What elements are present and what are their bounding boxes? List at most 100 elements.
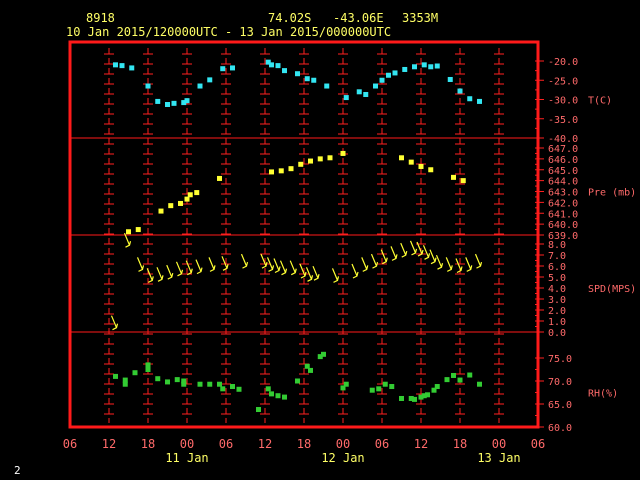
time-gridlines <box>104 48 504 423</box>
date-label: 13 Jan <box>477 451 520 465</box>
humidity-point <box>122 381 128 387</box>
pressure-point <box>308 158 313 164</box>
humidity-point <box>181 378 187 384</box>
pressure-axis-label: Pre (mb) <box>588 188 636 199</box>
wind-arrow <box>422 245 431 260</box>
temperature-ytick-label: -30.0 <box>548 96 578 107</box>
pressure-point <box>288 166 294 172</box>
humidity-point <box>399 395 404 401</box>
temperature-point <box>295 71 300 77</box>
wind-arrow <box>208 257 216 272</box>
wind-arrow <box>156 267 164 282</box>
wind-arrow <box>390 246 398 261</box>
pressure-point <box>278 168 284 174</box>
temperature-panel: -20.0 -25.0 -30.0 -35.0 -40.0 T(C) <box>113 57 612 145</box>
wind-arrow <box>273 258 281 274</box>
temperature-point <box>129 65 135 71</box>
humidity-point <box>217 381 222 387</box>
pressure-ytick-label: 646.0 <box>548 155 578 166</box>
temperature-point <box>220 66 226 72</box>
humidity-axis-label: RH(%) <box>588 389 618 400</box>
pressure-point <box>399 155 404 161</box>
temperature-point <box>165 102 170 108</box>
pressure-ytick-label: 639.0 <box>548 231 578 242</box>
x-tick-label: 06 <box>219 437 233 451</box>
x-tick-label: 18 <box>141 437 155 451</box>
x-tick-label: 06 <box>375 437 389 451</box>
wind-arrow <box>409 240 418 256</box>
wind-arrow <box>331 268 340 283</box>
pressure-point <box>451 174 456 180</box>
humidity-point <box>308 367 313 373</box>
pressure-ytick-label: 644.0 <box>548 177 578 188</box>
humidity-point <box>269 391 274 397</box>
temperature-point <box>447 76 453 82</box>
temperature-point <box>119 63 125 69</box>
temperature-point <box>145 83 151 89</box>
wind-arrow <box>185 260 193 276</box>
temperature-point <box>477 98 482 104</box>
humidity-point <box>165 379 170 385</box>
temperature-point <box>324 83 330 89</box>
temperature-point <box>343 95 349 101</box>
temperature-point <box>467 96 473 102</box>
temperature-point <box>402 66 408 72</box>
wind-arrow <box>123 232 132 248</box>
humidity-point <box>145 362 151 368</box>
humidity-ytick-label: 60.0 <box>548 423 572 434</box>
temperature-ytick-label: -40.0 <box>548 134 578 145</box>
temperature-ytick-label: -20.0 <box>548 57 578 68</box>
humidity-panel: 75.0 70.0 65.0 60.0 RH(%) <box>113 351 618 434</box>
station-id: 8918 <box>86 11 115 25</box>
temperature-point <box>421 62 427 68</box>
humidity-point <box>457 377 463 383</box>
humidity-point <box>425 392 430 398</box>
page-number: 2 <box>14 464 21 477</box>
x-tick-label: 00 <box>180 437 194 451</box>
x-tick-label: 06 <box>63 437 77 451</box>
pressure-ytick-label: 647.0 <box>548 144 578 155</box>
pressure-point <box>340 150 346 156</box>
humidity-point <box>340 385 346 391</box>
wind-arrow <box>400 242 408 258</box>
wind-ytick-label: 1.0 <box>548 317 566 328</box>
pressure-point <box>194 190 200 196</box>
date-label: 11 Jan <box>165 451 208 465</box>
wind-arrow <box>351 263 359 279</box>
wind-arrow <box>370 253 379 269</box>
temperature-point <box>311 77 317 83</box>
wind-arrow <box>312 265 320 281</box>
date-label: 12 Jan <box>321 451 364 465</box>
temperature-point <box>265 59 271 65</box>
humidity-point <box>467 372 473 378</box>
temperature-point <box>304 76 310 82</box>
temperature-point <box>428 64 434 70</box>
humidity-point <box>321 351 326 357</box>
wind-arrow <box>136 257 145 272</box>
pressure-point <box>327 155 333 161</box>
temperature-point <box>275 63 281 69</box>
pressure-point <box>168 203 174 209</box>
humidity-point <box>113 373 118 379</box>
temperature-point <box>434 63 440 69</box>
humidity-point <box>145 367 151 372</box>
pressure-point <box>317 156 323 162</box>
wind-arrow <box>240 253 249 269</box>
humidity-point <box>236 386 242 392</box>
wind-arrow <box>266 257 275 272</box>
wind-arrow <box>146 268 154 283</box>
wind-panel: 8.07.06.05.04.03.02.01.00.0 SPD(MPS) <box>110 232 636 339</box>
pressure-point <box>408 159 414 165</box>
humidity-point <box>477 381 482 387</box>
temperature-ytick-label: -25.0 <box>548 76 578 87</box>
humidity-point <box>230 384 235 390</box>
temperature-point <box>282 68 287 74</box>
wind-arrow <box>455 258 463 274</box>
humidity-point <box>295 378 300 384</box>
wind-arrow <box>416 241 424 257</box>
humidity-point <box>451 372 456 378</box>
wind-arrow <box>429 249 437 265</box>
temperature-ytick-label: -35.0 <box>548 115 578 126</box>
pressure-point <box>217 175 222 181</box>
